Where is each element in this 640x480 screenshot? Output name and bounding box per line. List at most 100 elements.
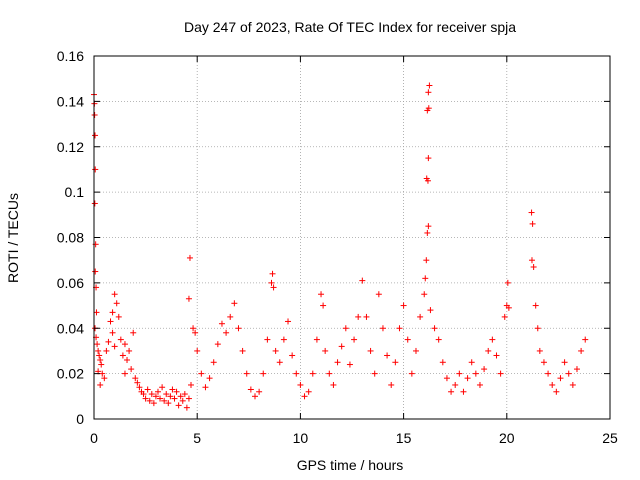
data-point [481, 366, 488, 373]
data-point [109, 309, 116, 316]
data-point [186, 254, 193, 261]
data-point [126, 347, 133, 354]
data-point [561, 359, 568, 366]
data-point [404, 336, 411, 343]
data-point [384, 352, 391, 359]
data-point [276, 359, 283, 366]
data-point [107, 318, 114, 325]
grid [94, 56, 610, 419]
data-point [185, 395, 192, 402]
data-point [565, 370, 572, 377]
data-point [375, 291, 382, 298]
data-point [460, 388, 467, 395]
data-point [140, 391, 147, 398]
data-point [363, 313, 370, 320]
y-tick-label: 0.06 [57, 275, 84, 291]
data-point [468, 359, 475, 366]
data-point [198, 370, 205, 377]
data-point [128, 366, 135, 373]
data-point [452, 381, 459, 388]
y-tick-label: 0 [76, 411, 84, 427]
data-point [148, 391, 155, 398]
data-point [132, 375, 139, 382]
data-point [320, 302, 327, 309]
data-point [171, 395, 178, 402]
data-point [426, 82, 433, 89]
data-point [342, 325, 349, 332]
data-point [268, 279, 275, 286]
data-point [530, 263, 537, 270]
data-point [231, 300, 238, 307]
data-point [528, 209, 535, 216]
data-point [130, 329, 137, 336]
data-point [425, 155, 432, 162]
data-point [528, 257, 535, 264]
x-tick-label: 10 [293, 430, 309, 446]
data-point [553, 388, 560, 395]
data-point [371, 370, 378, 377]
data-point [214, 341, 221, 348]
data-point [297, 381, 304, 388]
data-point [124, 357, 131, 364]
data-point [425, 89, 432, 96]
data-point [235, 325, 242, 332]
data-point [136, 384, 143, 391]
data-point [497, 370, 504, 377]
data-point [501, 313, 508, 320]
data-point [157, 395, 164, 402]
data-point [489, 336, 496, 343]
data-point [392, 359, 399, 366]
data-point [504, 279, 511, 286]
data-point [439, 359, 446, 366]
data-point [464, 375, 471, 382]
data-point [305, 388, 312, 395]
data-point [355, 313, 362, 320]
data-point [105, 338, 112, 345]
data-point [569, 381, 576, 388]
data-point [154, 388, 161, 395]
data-point [424, 177, 431, 184]
data-point [179, 397, 186, 404]
data-point [159, 384, 166, 391]
data-point [117, 336, 124, 343]
data-point [573, 366, 580, 373]
data-point [92, 166, 99, 173]
data-point [121, 370, 128, 377]
data-point [425, 105, 432, 112]
data-point [98, 361, 105, 368]
data-point [163, 391, 170, 398]
data-point [427, 307, 434, 314]
data-point [313, 336, 320, 343]
data-point [270, 284, 277, 291]
data-point [448, 388, 455, 395]
data-point [99, 370, 106, 377]
data-point [269, 270, 276, 277]
data-point [443, 375, 450, 382]
data-point [243, 370, 250, 377]
y-axis-label: ROTI / TECUs [5, 193, 21, 283]
data-point [396, 325, 403, 332]
data-point [167, 393, 174, 400]
data-point [96, 352, 103, 359]
data-point [388, 381, 395, 388]
data-point [109, 329, 116, 336]
data-point [111, 343, 118, 350]
data-point [367, 347, 374, 354]
x-tick-label: 25 [602, 430, 618, 446]
data-point [534, 325, 541, 332]
data-point [92, 132, 99, 139]
data-point [95, 347, 102, 354]
data-point [334, 359, 341, 366]
data-point [161, 397, 168, 404]
data-point [223, 329, 230, 336]
data-point [251, 393, 258, 400]
data-point [435, 336, 442, 343]
x-tick-label: 5 [193, 430, 201, 446]
data-point [121, 341, 128, 348]
data-point [165, 400, 172, 407]
data-point [476, 381, 483, 388]
data-point [113, 300, 120, 307]
x-tick-label: 15 [396, 430, 412, 446]
